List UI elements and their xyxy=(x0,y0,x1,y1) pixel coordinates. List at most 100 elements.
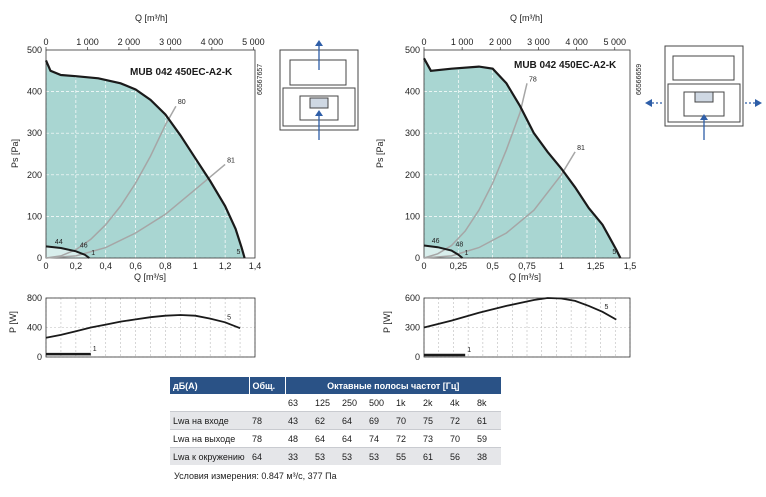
x-tick-label: 0,4 xyxy=(99,261,112,271)
x2-tick-label: 3 000 xyxy=(527,37,550,47)
left-x-label: Q [m³/s] xyxy=(134,272,166,282)
curve-label: 48 xyxy=(455,242,463,249)
x-tick-label: 1,4 xyxy=(249,261,262,271)
band-cell: 500 xyxy=(366,394,393,412)
right-install-diagram xyxy=(645,45,762,140)
sound-table-header: дБ(А) Общ. Октавные полосы частот [Гц] xyxy=(170,377,501,394)
x-tick-label: 1,25 xyxy=(587,261,605,271)
y-tick-label: 100 xyxy=(27,211,42,221)
y-tick-label: 400 xyxy=(27,323,42,333)
row-value: 72 xyxy=(393,429,420,448)
system-line-label: 81 xyxy=(577,145,585,152)
row-label: Lwa на выходе xyxy=(170,429,249,448)
curve-label: 5 xyxy=(612,249,616,256)
left-install-diagram xyxy=(279,40,359,140)
row-value: 33 xyxy=(285,447,312,465)
left-fan-motor xyxy=(309,97,329,109)
row-value: 61 xyxy=(420,447,447,465)
system-line-label: 80 xyxy=(178,99,186,106)
right-left-arrowhead xyxy=(645,99,652,107)
left-power-ticks: 0 400 800 5 1 xyxy=(27,293,231,362)
right-y-label: Ps [Pa] xyxy=(375,139,385,168)
y-tick-label: 500 xyxy=(27,45,42,55)
system-line xyxy=(423,83,528,259)
right-low-curve xyxy=(423,244,464,259)
right-code-label: 66566659 xyxy=(636,64,643,95)
right-power-curve xyxy=(423,297,617,329)
right-inlet-arrowhead xyxy=(700,114,708,120)
system-line-label: 81 xyxy=(227,157,235,164)
y-tick-label: 0 xyxy=(37,253,42,263)
band-cell: 2k xyxy=(420,394,447,412)
x2-tick-label: 4 000 xyxy=(201,37,224,47)
right-fan-area xyxy=(424,58,621,258)
sound-row-surroundings: Lwa к окружению 64 33 53 53 53 55 61 56 … xyxy=(170,447,501,465)
row-label: Lwa на входе xyxy=(170,411,249,430)
x-tick-label: 1 xyxy=(559,261,564,271)
right-power-ticks: 0 300 600 5 1 xyxy=(405,293,609,362)
y-tick-label: 400 xyxy=(405,87,420,97)
y-tick-label: 300 xyxy=(405,128,420,138)
row-value: 64 xyxy=(312,429,339,448)
left-fan-curve xyxy=(44,59,246,259)
row-value: 70 xyxy=(393,411,420,430)
bands-empty-cell xyxy=(170,394,249,412)
sound-table: дБ(А) Общ. Октавные полосы частот [Гц] 6… xyxy=(170,377,501,465)
system-line xyxy=(45,105,177,259)
x-tick-label: 1 xyxy=(193,261,198,271)
x2-tick-label: 3 000 xyxy=(159,37,182,47)
left-y-label: Ps [Pa] xyxy=(10,139,20,168)
row-value: 72 xyxy=(447,411,474,430)
y-tick-label: 500 xyxy=(405,45,420,55)
bands-row: 63 125 250 500 1k 2k 4k 8k xyxy=(170,394,501,412)
left-power-frame xyxy=(45,297,256,358)
row-value: 70 xyxy=(447,429,474,448)
row-value: 48 xyxy=(285,429,312,448)
y-tick-label: 100 xyxy=(405,211,420,221)
band-cell: 125 xyxy=(312,394,339,412)
y-tick-label: 200 xyxy=(27,170,42,180)
band-cell: 1k xyxy=(393,394,420,412)
row-value: 74 xyxy=(366,429,393,448)
x-tick-label: 0,5 xyxy=(486,261,499,271)
left-plot-frame xyxy=(45,49,256,259)
right-power-chart: 0 300 600 5 1 P [W] xyxy=(382,293,631,362)
x2-tick-label: 5 000 xyxy=(603,37,626,47)
row-value: 53 xyxy=(339,447,366,465)
right-power-grid xyxy=(423,297,631,358)
right-fan-motor xyxy=(694,91,714,103)
row-value: 64 xyxy=(339,411,366,430)
row-value: 59 xyxy=(474,429,501,448)
x2-tick-label: 0 xyxy=(43,37,48,47)
right-x2-label: Q [m³/h] xyxy=(510,13,543,23)
left-low-curve xyxy=(45,245,90,259)
y-tick-label: 600 xyxy=(405,293,420,303)
header-total: Общ. xyxy=(248,377,285,394)
x-tick-label: 0 xyxy=(43,261,48,271)
y-tick-label: 300 xyxy=(405,323,420,333)
y-tick-label: 0 xyxy=(415,352,420,362)
left-power-chart: 0 400 800 5 1 P [W] xyxy=(8,293,256,362)
left-power-y-label: P [W] xyxy=(8,311,18,333)
left-code-label: 66567657 xyxy=(257,64,264,95)
x2-tick-label: 5 000 xyxy=(242,37,265,47)
curve-label: 1 xyxy=(467,347,471,354)
row-value: 53 xyxy=(312,447,339,465)
y-tick-label: 200 xyxy=(405,170,420,180)
row-value: 56 xyxy=(447,447,474,465)
x2-tick-label: 0 xyxy=(421,37,426,47)
row-value: 55 xyxy=(393,447,420,465)
curve-label: 5 xyxy=(237,249,241,256)
right-right-arrowhead xyxy=(755,99,762,107)
y-tick-label: 800 xyxy=(27,293,42,303)
curve-label: 1 xyxy=(91,250,95,257)
right-unit-panel xyxy=(672,55,735,81)
band-cell: 4k xyxy=(447,394,474,412)
curve-label: 5 xyxy=(227,314,231,321)
system-line xyxy=(45,163,226,259)
system-line xyxy=(423,151,576,259)
y-tick-label: 300 xyxy=(27,128,42,138)
